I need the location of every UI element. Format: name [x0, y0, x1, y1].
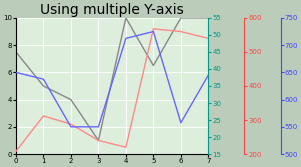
Title: Using multiple Y-axis: Using multiple Y-axis — [40, 3, 184, 17]
